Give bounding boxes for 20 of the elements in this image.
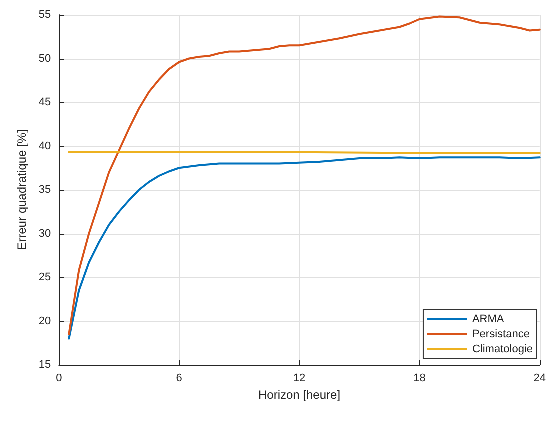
x-tick-label: 0 [56,372,62,384]
x-tick-label: 24 [534,372,546,384]
y-tick-label: 50 [38,52,52,65]
y-tick-label: 20 [38,315,52,328]
y-tick-label: 15 [38,359,52,371]
line-series [68,156,541,340]
legend-label: Climatologie [472,344,534,356]
y-tick-label: 30 [38,228,52,240]
x-axis-title: Horizon [heure] [258,388,341,402]
x-tick-label: 18 [414,372,426,384]
y-tick-label: 45 [38,96,52,108]
x-tick-label: 6 [176,372,182,384]
y-axis-title: Erreur quadratique [%] [15,130,29,250]
y-tick-label: 35 [38,184,52,196]
y-tick-label: 55 [38,9,52,21]
y-tick-label: 40 [38,140,52,152]
legend-label: ARMA [472,314,505,326]
y-tick-label: 25 [38,272,52,284]
legend-label: Persistance [472,328,530,340]
x-tick-label: 12 [293,372,306,384]
